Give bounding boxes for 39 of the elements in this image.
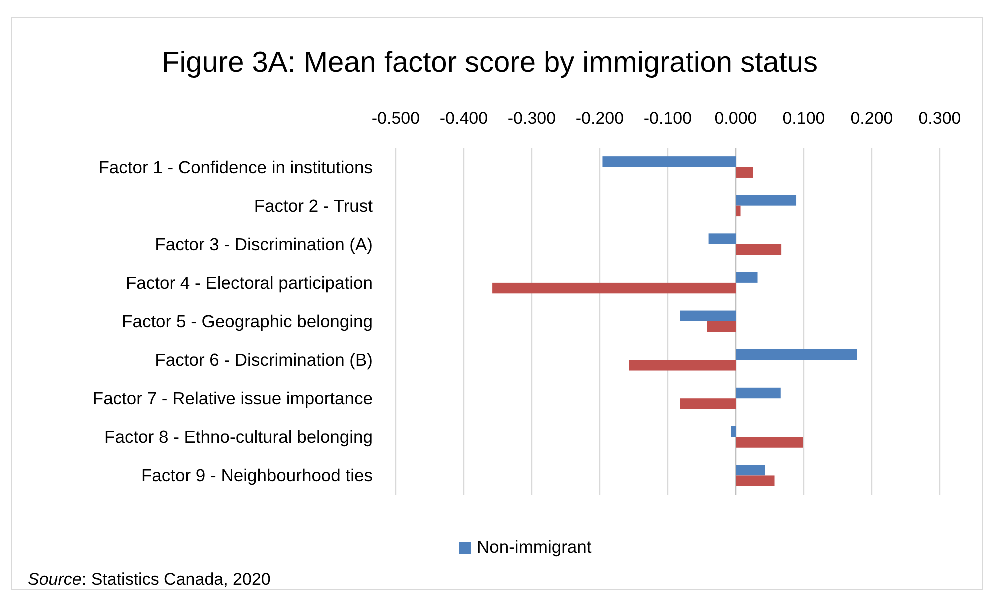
x-tick-label: 0.300 bbox=[918, 109, 962, 128]
x-tick-label: -0.500 bbox=[372, 109, 420, 128]
bar bbox=[680, 310, 736, 322]
y-tick-label: Factor 2 - Trust bbox=[254, 196, 374, 216]
bar bbox=[736, 244, 782, 256]
bar bbox=[736, 388, 781, 399]
bar bbox=[602, 156, 736, 168]
x-tick-label: -0.300 bbox=[508, 109, 556, 128]
y-tick-label: Factor 8 - Ethno-cultural belonging bbox=[104, 427, 373, 448]
x-tick-label: -0.100 bbox=[644, 109, 692, 128]
bar bbox=[680, 398, 736, 410]
source-note: Source: Statistics Canada, 2020 bbox=[28, 570, 271, 589]
x-tick-label: -0.400 bbox=[440, 109, 488, 128]
y-tick-label: Factor 6 - Discrimination (B) bbox=[155, 350, 373, 370]
y-tick-label: Factor 7 - Relative issue importance bbox=[92, 388, 373, 409]
y-tick-label: Factor 5 - Geographic belonging bbox=[122, 312, 373, 332]
bar bbox=[492, 282, 736, 294]
bar bbox=[736, 167, 753, 178]
x-tick-label: 0.200 bbox=[850, 109, 894, 128]
bar bbox=[736, 349, 858, 360]
y-tick-label: Factor 1 - Confidence in institutions bbox=[98, 157, 374, 178]
x-tick-label: 0.100 bbox=[782, 109, 826, 128]
legend-label: Non-immigrant bbox=[477, 537, 592, 557]
bar bbox=[736, 437, 804, 448]
bar bbox=[736, 206, 741, 217]
y-tick-label: Factor 3 - Discrimination (A) bbox=[155, 234, 373, 254]
y-tick-label: Factor 9 - Neighbourhood ties bbox=[141, 466, 374, 486]
y-tick-label: Factor 4 - Electoral participation bbox=[126, 272, 373, 293]
bar bbox=[736, 195, 797, 206]
bar bbox=[708, 234, 736, 244]
bar bbox=[736, 465, 766, 476]
bar bbox=[707, 322, 736, 332]
bar bbox=[731, 426, 736, 438]
bar bbox=[736, 272, 758, 283]
bar bbox=[629, 360, 736, 371]
x-tick-label: -0.200 bbox=[576, 109, 624, 128]
bar bbox=[736, 476, 775, 486]
x-tick-label: 0.000 bbox=[714, 109, 758, 128]
chart-title: Figure 3A: Mean factor score by immigration status bbox=[162, 47, 818, 79]
